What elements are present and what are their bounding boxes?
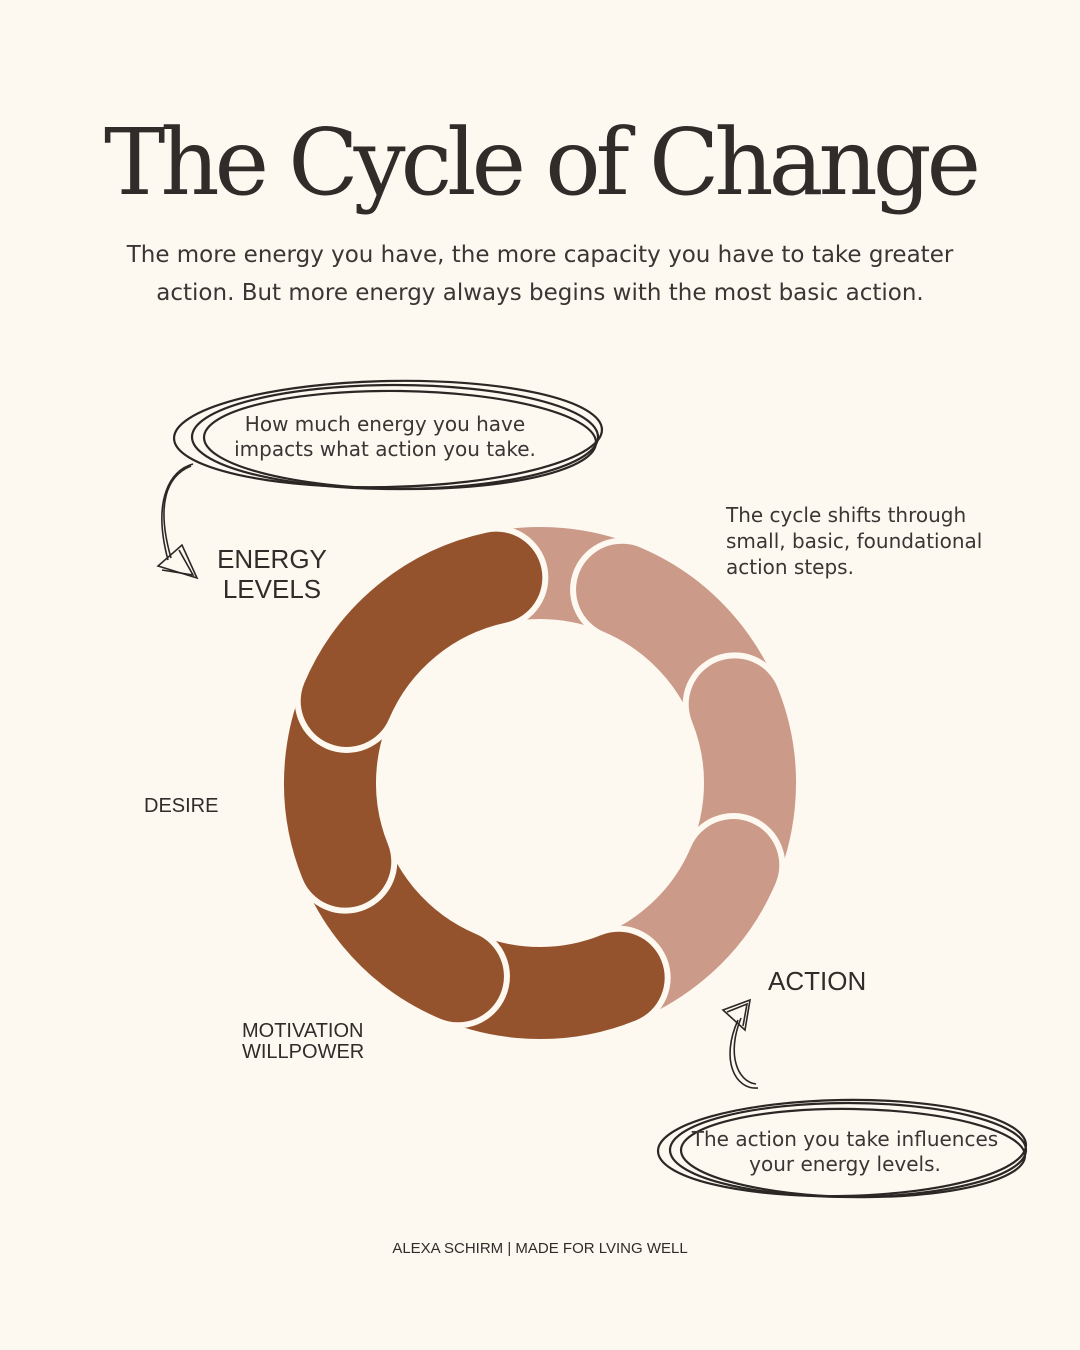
label-energy-levels: ENERGY LEVELS — [217, 544, 327, 604]
bottom-oval — [656, 1098, 1028, 1199]
note-cycle-shifts: The cycle shifts through small, basic, f… — [726, 503, 983, 579]
label-action: ACTION — [768, 966, 867, 996]
note-action-influence: The action you take influences your ener… — [691, 1127, 999, 1176]
label-desire: DESIRE — [144, 795, 219, 817]
arrow-down-icon — [156, 463, 199, 580]
subtitle: The more energy you have, the more capac… — [126, 242, 954, 306]
page-title: The Cycle of Change — [103, 109, 981, 216]
cycle-segment — [300, 531, 543, 747]
top-oval — [172, 379, 604, 491]
label-motivation-willpower: MOTIVATION WILLPOWER — [242, 1020, 365, 1063]
note-energy-impact: How much energy you have impacts what ac… — [234, 412, 536, 461]
footer-credit: ALEXA SCHIRM | MADE FOR LVING WELL — [392, 1240, 688, 1257]
arrow-up-icon — [721, 998, 759, 1089]
cycle-ring — [278, 521, 802, 1045]
